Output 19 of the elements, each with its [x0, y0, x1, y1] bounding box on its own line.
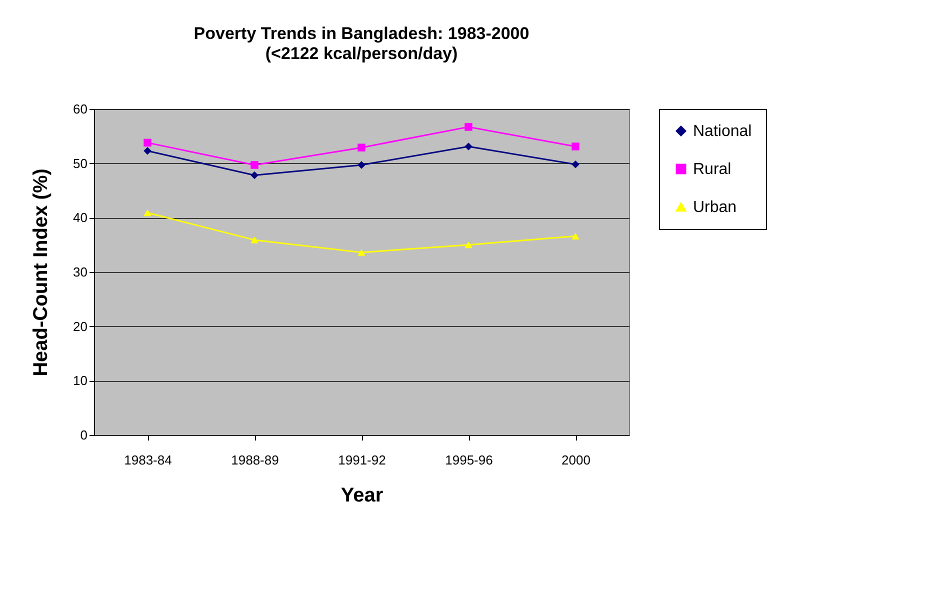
chart-title: Poverty Trends in Bangladesh: 1983-2000 [194, 24, 530, 43]
x-tick-label: 1995-96 [445, 452, 493, 468]
y-tick-label: 0 [80, 428, 88, 442]
chart-subtitle: (<2122 kcal/person/day) [265, 44, 458, 63]
y-tick-label: 40 [73, 210, 88, 226]
y-tick-label: 10 [73, 373, 88, 388]
x-tick-label: 1983-84 [124, 452, 172, 468]
y-axis-title: Head-Count Index (%) [30, 168, 52, 376]
y-tick-label: 30 [73, 264, 88, 280]
legend-label: Urban [693, 199, 737, 216]
legend-label: Rural [693, 161, 732, 178]
y-tick-label: 20 [73, 318, 88, 334]
y-tick-label: 50 [73, 156, 88, 171]
x-tick-label: 2000 [562, 452, 590, 468]
x-tick-label: 1991-92 [338, 452, 386, 468]
legend-label: National [693, 123, 752, 140]
y-tick-label: 60 [73, 102, 88, 116]
x-axis-title: Year [340, 484, 384, 506]
x-tick-label: 1988-89 [231, 452, 279, 468]
